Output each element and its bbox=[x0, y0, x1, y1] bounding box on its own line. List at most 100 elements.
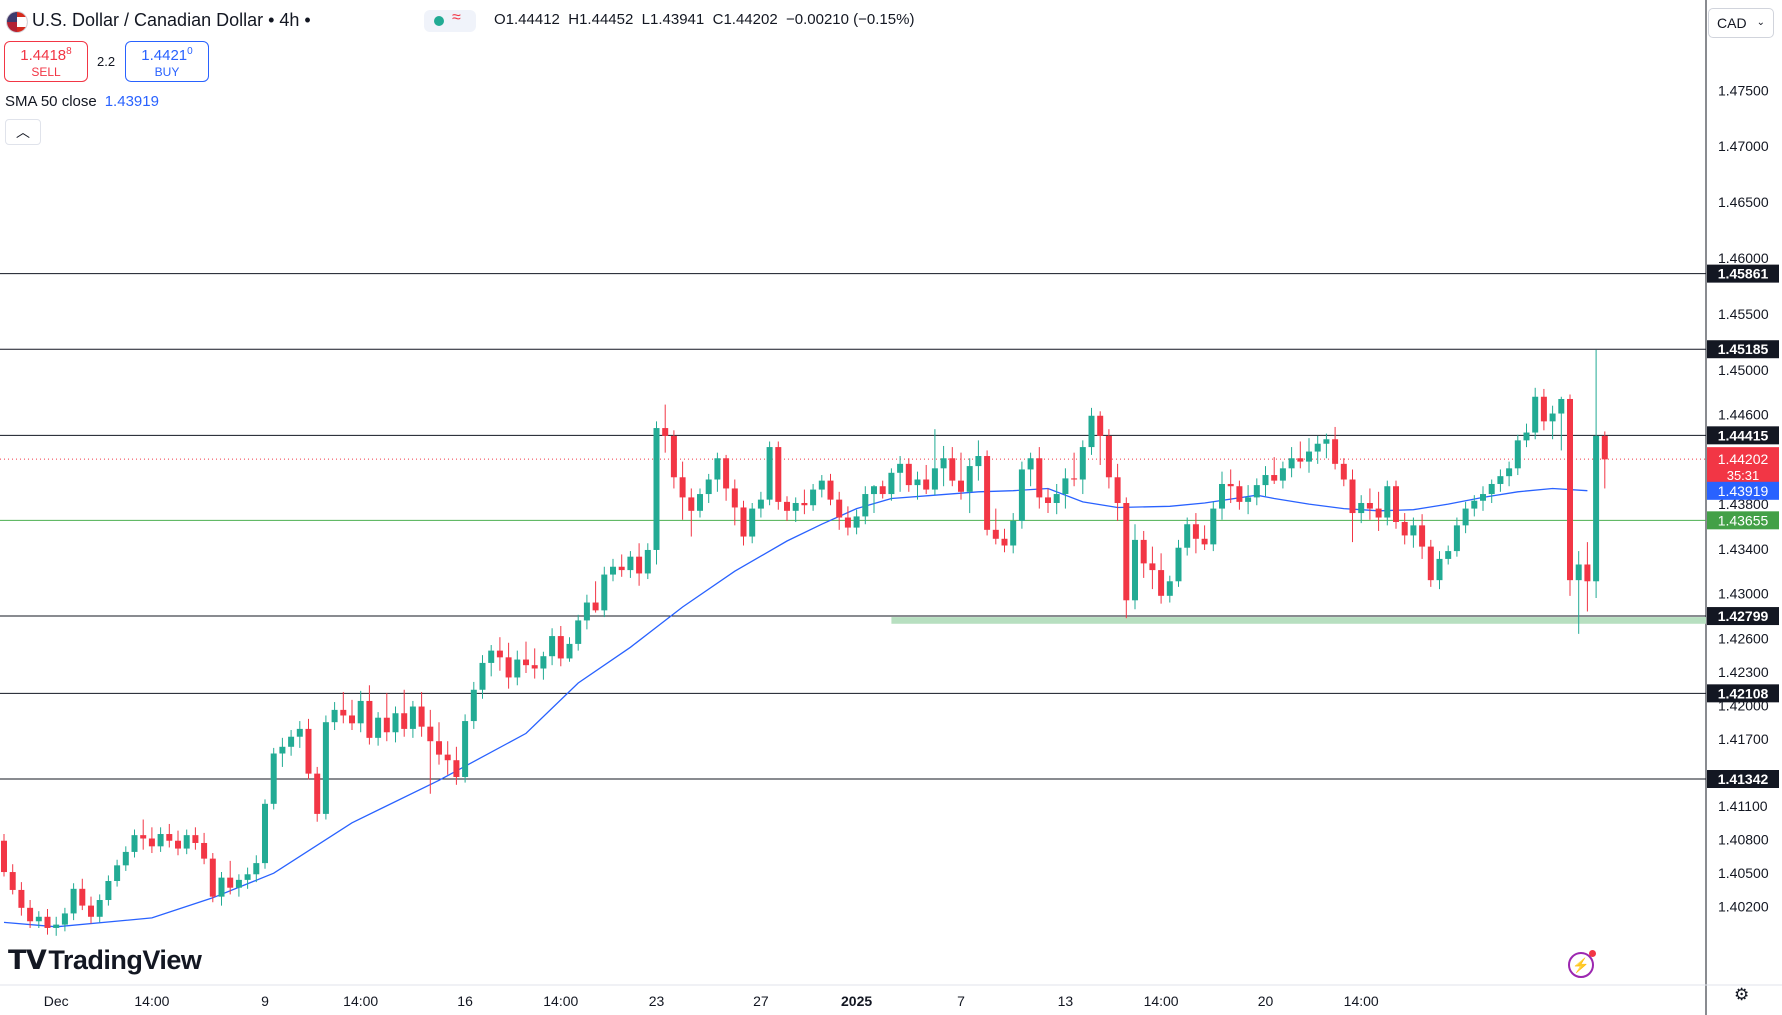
lightning-icon[interactable]: ⚡ bbox=[1568, 950, 1596, 978]
candle-body bbox=[940, 458, 947, 469]
level-price-label: 1.41342 bbox=[1718, 771, 1769, 787]
candle-body bbox=[1184, 524, 1191, 548]
time-tick-label: 20 bbox=[1258, 993, 1274, 1009]
candle-body bbox=[1575, 564, 1582, 581]
candle-body bbox=[731, 488, 738, 508]
candle-body bbox=[1306, 451, 1312, 462]
candle-body bbox=[1332, 439, 1339, 464]
candle-body bbox=[1114, 477, 1121, 503]
candle-body bbox=[418, 706, 425, 727]
time-tick-label: 14:00 bbox=[1144, 993, 1179, 1009]
tradingview-logo[interactable]: 𝗧𝗩TradingView bbox=[8, 945, 202, 975]
change-value: −0.00210 (−0.15%) bbox=[786, 11, 915, 28]
candle-body bbox=[1514, 440, 1521, 469]
candle-body bbox=[183, 835, 190, 849]
candle-body bbox=[966, 466, 973, 492]
candle-body bbox=[1288, 458, 1295, 469]
candle-body bbox=[331, 709, 338, 723]
candle-body bbox=[79, 888, 86, 906]
candle-body bbox=[340, 709, 347, 716]
collapse-legend-button[interactable]: ︿ bbox=[5, 119, 41, 145]
time-tick-label: 7 bbox=[957, 993, 965, 1009]
candle-body bbox=[810, 489, 817, 506]
candle-body bbox=[9, 872, 16, 890]
sma-line bbox=[3, 487, 1588, 928]
price-tick-label: 1.43800 bbox=[1718, 496, 1769, 512]
candle-body bbox=[44, 916, 51, 928]
candle-body bbox=[1, 840, 7, 873]
candle-body bbox=[1071, 478, 1078, 480]
candle-body bbox=[714, 458, 721, 480]
candle-body bbox=[27, 907, 34, 922]
candle-body bbox=[1340, 463, 1347, 480]
price-tick-label: 1.41700 bbox=[1718, 731, 1769, 747]
price-tick-label: 1.40500 bbox=[1718, 865, 1769, 881]
candle-body bbox=[888, 472, 895, 495]
price-tick-label: 1.45000 bbox=[1718, 362, 1769, 378]
candle-body bbox=[1158, 570, 1165, 596]
level-price-tag bbox=[1707, 264, 1779, 283]
high-value: 1.44452 bbox=[579, 11, 634, 28]
level-price-label: 1.42799 bbox=[1718, 608, 1769, 624]
sell-price: 1.4418 bbox=[20, 47, 67, 64]
candle-body bbox=[514, 659, 521, 678]
sma-legend-value: 1.43919 bbox=[104, 93, 159, 110]
level-price-tag bbox=[1707, 340, 1779, 359]
candle-body bbox=[784, 501, 790, 511]
currency-selector[interactable]: CAD ⌄ bbox=[1708, 8, 1774, 38]
time-tick-label: 14:00 bbox=[343, 993, 378, 1009]
candle-body bbox=[1584, 564, 1591, 582]
candle-body bbox=[218, 877, 225, 897]
price-tick-label: 1.42600 bbox=[1718, 630, 1769, 646]
candle-body bbox=[923, 479, 930, 490]
candle-body bbox=[975, 456, 982, 467]
current-price-label: 1.44202 bbox=[1718, 451, 1769, 467]
candle-body bbox=[601, 574, 608, 611]
gear-icon[interactable]: ⚙ bbox=[1734, 985, 1750, 1004]
candle-body bbox=[366, 700, 373, 738]
price-tick-label: 1.46500 bbox=[1718, 194, 1769, 210]
level-price-label: 1.45861 bbox=[1718, 266, 1769, 282]
candle-body bbox=[453, 760, 460, 777]
time-tick-label: 13 bbox=[1058, 993, 1074, 1009]
candle-body bbox=[114, 865, 121, 881]
sma-legend[interactable]: SMA 50 close 1.43919 bbox=[5, 93, 159, 110]
candle-body bbox=[905, 463, 912, 486]
candle-body bbox=[540, 656, 547, 669]
candle-body bbox=[436, 741, 442, 755]
time-tick-label: 27 bbox=[753, 993, 769, 1009]
candle-body bbox=[305, 728, 312, 774]
tradingview-logo-icon: 𝗧𝗩 bbox=[8, 945, 47, 975]
candle-body bbox=[1410, 525, 1417, 536]
candle-body bbox=[349, 715, 355, 724]
close-value: 1.44202 bbox=[723, 11, 778, 28]
candle-body bbox=[1036, 458, 1043, 498]
candle-body bbox=[1349, 479, 1356, 514]
candle-body bbox=[670, 435, 677, 478]
price-tick-label: 1.47500 bbox=[1718, 82, 1769, 98]
candle-body bbox=[1149, 563, 1156, 571]
candle-body bbox=[1323, 439, 1330, 444]
candle-body bbox=[18, 889, 25, 908]
candle-body bbox=[1471, 500, 1478, 509]
candle-body bbox=[757, 499, 764, 509]
candle-body bbox=[862, 494, 869, 517]
candle-body bbox=[1175, 547, 1182, 582]
candle-body bbox=[1445, 551, 1452, 559]
sell-button[interactable]: 1.44188 SELL bbox=[4, 41, 88, 82]
buy-button[interactable]: 1.44210 BUY bbox=[125, 41, 209, 82]
symbol-title[interactable]: U.S. Dollar / Canadian Dollar • 4h • bbox=[32, 10, 311, 30]
candle-body bbox=[1227, 483, 1234, 487]
candle-body bbox=[1010, 520, 1017, 546]
candle-body bbox=[827, 480, 834, 500]
candle-body bbox=[931, 468, 938, 490]
candle-body bbox=[1532, 396, 1539, 433]
candle-body bbox=[70, 888, 77, 914]
time-tick-label: 14:00 bbox=[1344, 993, 1379, 1009]
sma-legend-label: SMA 50 close bbox=[5, 93, 97, 110]
candle-body bbox=[401, 713, 408, 729]
market-status-pill[interactable] bbox=[424, 10, 476, 32]
candle-body bbox=[1027, 458, 1034, 470]
